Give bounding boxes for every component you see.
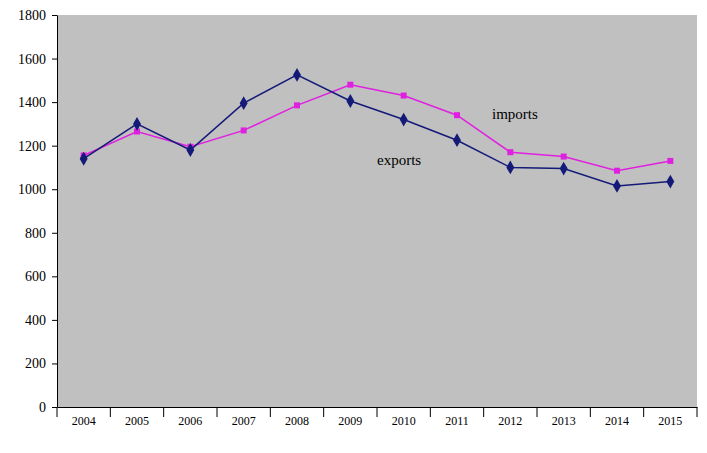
x-tick: 2006 (178, 407, 202, 428)
x-tick: 2007 (232, 407, 256, 428)
category-divider (430, 407, 431, 417)
category-divider (110, 407, 111, 417)
x-tick: 2014 (605, 407, 629, 428)
y-tick-label: 600 (25, 269, 46, 284)
x-tick-label: 2005 (125, 414, 149, 428)
y-tick-label: 1800 (18, 8, 46, 23)
y-tick: 0 (39, 400, 57, 415)
x-tick: 2013 (552, 407, 576, 428)
category-divider (643, 407, 644, 417)
y-tick-label: 1200 (18, 139, 46, 154)
y-tick: 400 (25, 313, 57, 328)
series-marker (506, 161, 514, 175)
x-tick: 2010 (392, 407, 416, 428)
x-tick-label: 2004 (72, 414, 96, 428)
y-tick-label: 0 (39, 400, 46, 415)
series-marker (294, 102, 300, 108)
chart: 0200400600800100012001400160018002004200… (0, 0, 707, 453)
y-tick-mark (52, 102, 57, 103)
y-axis: 0 200 400 600 800 1000 1200 1400 1600 1800 (18, 8, 58, 415)
x-tick: 2005 (125, 407, 149, 428)
y-tick-label: 400 (25, 313, 46, 328)
series-label: exports (377, 152, 421, 168)
y-tick-label: 800 (25, 226, 46, 241)
y-tick: 1000 (18, 182, 57, 197)
series-marker (614, 168, 620, 174)
y-tick-mark (52, 189, 57, 190)
series-marker (347, 82, 353, 88)
category-divider (483, 407, 484, 417)
x-tick: 2012 (498, 407, 522, 428)
y-tick-mark (52, 320, 57, 321)
x-tick: 2008 (285, 407, 309, 428)
y-tick-label: 1000 (18, 182, 46, 197)
series-group (80, 68, 675, 193)
y-tick: 1800 (18, 8, 57, 23)
x-tick-label: 2008 (285, 414, 309, 428)
x-axis: 2004 2005 2006 2007 2008 2009 2010 2011 2012 2013… (57, 407, 698, 428)
series-marker (133, 117, 141, 131)
series-marker (186, 143, 194, 157)
series-marker (666, 175, 674, 189)
category-divider (323, 407, 324, 417)
category-divider (270, 407, 271, 417)
series-marker (240, 96, 248, 110)
x-tick-label: 2010 (392, 414, 416, 428)
y-tick-mark (52, 276, 57, 277)
x-tick: 2004 (72, 407, 96, 428)
x-tick-label: 2006 (178, 414, 202, 428)
series-marker (667, 158, 673, 164)
y-tick-label: 1400 (18, 95, 46, 110)
y-tick-mark (52, 59, 57, 60)
series-marker (346, 94, 354, 108)
category-divider (537, 407, 538, 417)
y-tick-label: 200 (25, 356, 46, 371)
y-tick-mark (52, 233, 57, 234)
y-tick: 600 (25, 269, 57, 284)
series-marker (561, 154, 567, 160)
y-tick: 1400 (18, 95, 57, 110)
category-divider (217, 407, 218, 417)
series-marker (560, 162, 568, 176)
x-tick-label: 2013 (552, 414, 576, 428)
y-tick-mark (52, 407, 57, 408)
y-tick-mark (52, 15, 57, 16)
series-marker (453, 133, 461, 147)
x-tick-label: 2009 (338, 414, 362, 428)
series-marker (80, 152, 88, 166)
x-tick-label: 2011 (445, 414, 469, 428)
y-tick: 1600 (18, 52, 57, 67)
y-axis-line (57, 16, 58, 408)
category-divider (590, 407, 591, 417)
x-tick-label: 2007 (232, 414, 256, 428)
category-divider (57, 407, 58, 417)
series-line (84, 75, 671, 186)
y-tick-label: 1600 (18, 52, 46, 67)
category-divider (163, 407, 164, 417)
series-marker (613, 179, 621, 193)
x-tick-label: 2015 (658, 414, 682, 428)
series-marker (293, 68, 301, 82)
x-tick: 2009 (338, 407, 362, 428)
x-tick-label: 2014 (605, 414, 629, 428)
x-tick-label: 2012 (498, 414, 522, 428)
series-marker (454, 112, 460, 118)
series-marker (507, 149, 513, 155)
y-tick: 800 (25, 226, 57, 241)
series-line (84, 85, 671, 171)
y-tick: 1200 (18, 139, 57, 154)
series-marker (400, 113, 408, 127)
category-divider (697, 407, 698, 417)
y-tick-mark (52, 363, 57, 364)
series-marker (401, 93, 407, 99)
series-label: imports (492, 106, 538, 122)
series-marker (241, 127, 247, 133)
x-tick: 2011 (445, 407, 469, 428)
plot-background (57, 15, 697, 407)
x-tick: 2015 (658, 407, 682, 428)
y-tick: 200 (25, 356, 57, 371)
plot: 0200400600800100012001400160018002004200… (18, 8, 698, 428)
category-divider (377, 407, 378, 417)
y-tick-mark (52, 146, 57, 147)
